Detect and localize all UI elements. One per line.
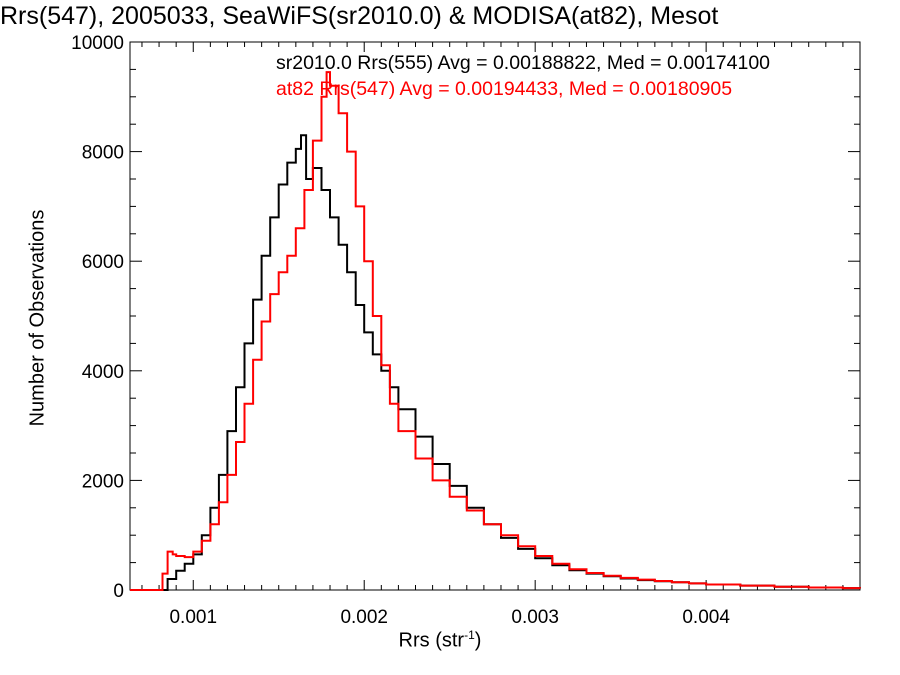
x-axis-label-text: Rrs (str bbox=[398, 629, 465, 652]
plot-frame bbox=[129, 41, 861, 591]
x-tick-label: 0.001 bbox=[169, 607, 217, 628]
annotation-black: sr2010.0 Rrs(555) Avg = 0.00188822, Med … bbox=[276, 52, 771, 74]
annotation-red: at82 Rrs(547) Avg = 0.00194433, Med = 0.… bbox=[276, 78, 733, 100]
y-tick-label: 6000 bbox=[82, 252, 124, 273]
x-tick-label: 0.004 bbox=[682, 607, 730, 628]
x-tick-label: 0.003 bbox=[511, 607, 559, 628]
axis-ticks: 0.001 0.002 0.003 0.004 0 2000 4000 6000 8000 100… bbox=[71, 33, 860, 628]
x-axis-label-exponent: -1 bbox=[464, 628, 475, 642]
y-tick-label: 4000 bbox=[82, 362, 124, 383]
y-tick-label: 10000 bbox=[71, 33, 124, 54]
series-lines bbox=[130, 71, 861, 591]
chart-title: Rrs(547), 2005033, SeaWiFS(sr2010.0) & M… bbox=[0, 2, 719, 30]
y-tick-label: 8000 bbox=[82, 143, 124, 164]
x-tick-label: 0.002 bbox=[340, 607, 388, 628]
series-black-histogram bbox=[130, 134, 861, 591]
y-axis-label: Number of Observations bbox=[26, 209, 49, 427]
x-axis-label: Rrs (str-1) bbox=[0, 628, 900, 653]
series-red-histogram bbox=[130, 71, 861, 591]
x-axis-label-close: ) bbox=[474, 629, 482, 652]
y-tick-label: 0 bbox=[113, 581, 124, 602]
y-tick-label: 2000 bbox=[82, 471, 124, 492]
